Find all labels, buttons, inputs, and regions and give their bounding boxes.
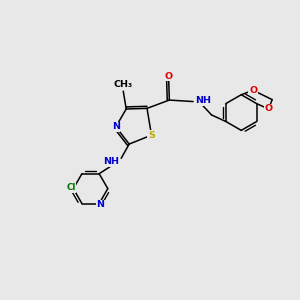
Text: N: N	[112, 122, 120, 131]
Text: O: O	[265, 104, 273, 113]
Text: O: O	[165, 72, 173, 81]
Text: N: N	[96, 200, 104, 209]
Text: S: S	[148, 130, 155, 140]
Text: O: O	[249, 86, 257, 95]
Text: NH: NH	[196, 96, 211, 105]
Text: Cl: Cl	[66, 183, 76, 192]
Text: NH: NH	[103, 158, 119, 166]
Text: CH₃: CH₃	[114, 80, 133, 89]
